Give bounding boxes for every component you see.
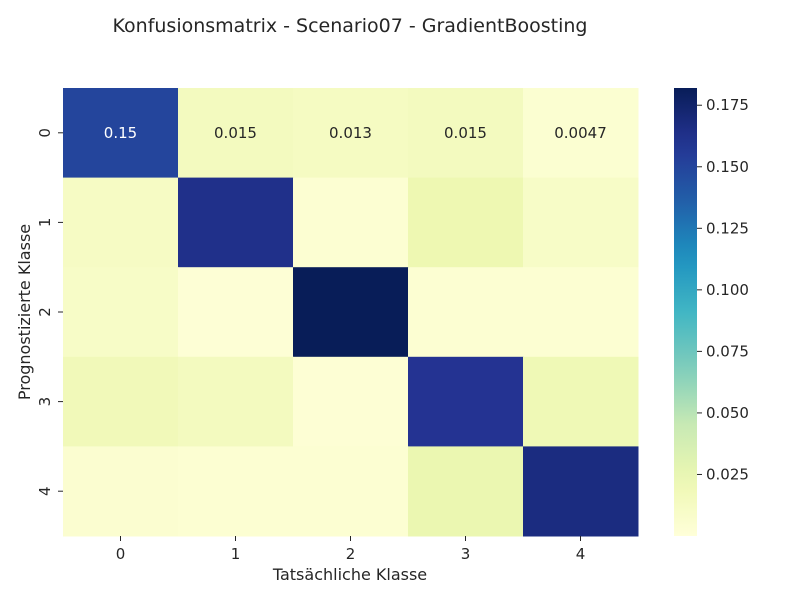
cell-annotation-r0-c2: 0.013 (329, 124, 372, 142)
heatmap-cell-r3-c4 (523, 356, 639, 447)
y-tick-label-1: 1 (36, 218, 54, 228)
colorbar-tick-label: 0.075 (706, 342, 749, 360)
y-tick-label-3: 3 (36, 397, 54, 407)
cell-annotation-r0-c4: 0.0047 (554, 124, 607, 142)
heatmap-cell-r2-c4 (523, 267, 639, 358)
colorbar-tick-label: 0.050 (706, 404, 749, 422)
x-axis-ticks: 0 1 2 3 4 (116, 536, 586, 563)
heatmap-cell-r1-c4 (523, 177, 639, 268)
colorbar-tick-label: 0.100 (706, 281, 749, 299)
y-tick-label-0: 0 (36, 128, 54, 138)
y-axis-ticks: 0 1 2 3 4 (36, 128, 63, 496)
heatmap-cell-r3-c0 (63, 356, 179, 447)
heatmap-cell-r4-c2 (293, 446, 409, 537)
chart-title: Konfusionsmatrix - Scenario07 - Gradient… (112, 15, 588, 37)
heatmap-cell-r0-c0 (63, 88, 179, 179)
heatmap-cell-r0-c2 (293, 88, 409, 179)
heatmap-cell-r4-c3 (408, 446, 524, 537)
colorbar-tick-label: 0.150 (706, 158, 749, 176)
colorbar-ticks: 0.025 0.050 0.075 0.100 0.125 0.150 0.175 (697, 96, 749, 483)
cell-annotation-r0-c3: 0.015 (444, 124, 487, 142)
heatmap-cell-r4-c1 (178, 446, 294, 537)
heatmap-cells (63, 88, 639, 537)
heatmap-cell-r1-c3 (408, 177, 524, 268)
heatmap-cell-r3-c3 (408, 356, 524, 447)
colorbar-tick-label: 0.175 (706, 96, 749, 114)
cell-annotation-r0-c1: 0.015 (214, 124, 257, 142)
heatmap-cell-r2-c3 (408, 267, 524, 358)
x-tick-label-4: 4 (576, 545, 586, 563)
y-tick-label-4: 4 (36, 486, 54, 496)
colorbar-tick-label: 0.025 (706, 465, 749, 483)
heatmap-cell-r0-c3 (408, 88, 524, 179)
heatmap-cell-r3-c2 (293, 356, 409, 447)
colorbar-tick-label: 0.125 (706, 219, 749, 237)
heatmap-cell-r1-c0 (63, 177, 179, 268)
y-axis-label: Prognostizierte Klasse (15, 224, 34, 400)
x-tick-label-2: 2 (346, 545, 356, 563)
cell-annotation-r0-c0: 0.15 (104, 124, 137, 142)
x-tick-label-0: 0 (116, 545, 126, 563)
heatmap-cell-r2-c2 (293, 267, 409, 358)
x-tick-label-3: 3 (461, 545, 471, 563)
cell-annotations: 0.15 0.015 0.013 0.015 0.0047 (104, 124, 607, 142)
heatmap-cell-r3-c1 (178, 356, 294, 447)
x-axis-label: Tatsächliche Klasse (272, 565, 427, 584)
heatmap-cell-r0-c1 (178, 88, 294, 179)
heatmap-cell-r4-c0 (63, 446, 179, 537)
x-tick-label-1: 1 (231, 545, 241, 563)
heatmap-cell-r4-c4 (523, 446, 639, 537)
heatmap-cell-r1-c2 (293, 177, 409, 268)
y-tick-label-2: 2 (36, 307, 54, 317)
heatmap-cell-r1-c1 (178, 177, 294, 268)
heatmap-cell-r2-c0 (63, 267, 179, 358)
heatmap-cell-r2-c1 (178, 267, 294, 358)
colorbar (674, 88, 697, 536)
heatmap-cell-r0-c4 (523, 88, 639, 179)
